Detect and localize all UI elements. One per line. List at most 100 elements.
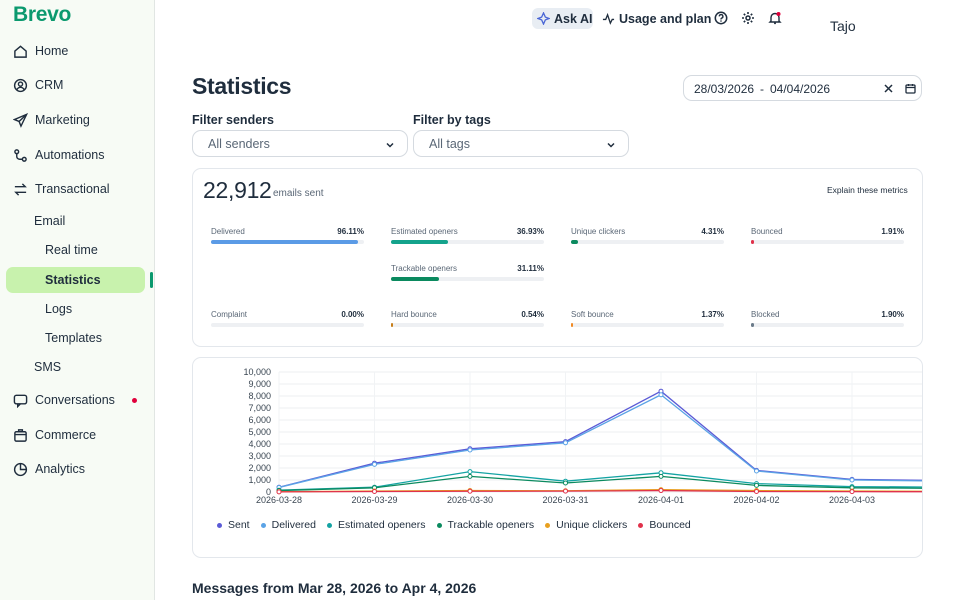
legend-label: Delivered — [271, 519, 316, 531]
metric-label: Unique clickers — [571, 227, 626, 236]
metric-label: Complaint — [211, 310, 248, 319]
metric-fill — [211, 240, 359, 244]
metric-complaint: Complaint 0.00% — [211, 310, 364, 332]
sidebar-item-real-time[interactable]: Real time — [45, 243, 98, 257]
metric-track — [571, 240, 724, 244]
chart-card — [192, 357, 923, 558]
date-to[interactable]: 04/04/2026 — [770, 82, 831, 96]
series-line-trackable-openers — [278, 475, 922, 492]
sidebar-item-crm[interactable]: CRM — [12, 72, 63, 98]
metric-label: Delivered — [211, 227, 245, 236]
activity-icon — [602, 12, 615, 25]
x-tick-label: 2026-03-29 — [351, 495, 397, 505]
filter-tags-label: Filter by tags — [413, 113, 491, 127]
user-name[interactable]: Tajo — [830, 18, 856, 34]
sidebar-item-analytics[interactable]: Analytics — [12, 456, 85, 482]
metric-track — [391, 323, 544, 327]
sender-select-value: All senders — [208, 137, 270, 151]
chart-legend: Sent Delivered Estimated openers Trackable … — [217, 519, 702, 531]
metric-value: 0.54% — [521, 310, 544, 319]
legend-item[interactable]: Bounced — [638, 519, 691, 531]
sidebar-item-transactional[interactable]: Transactional — [12, 176, 110, 202]
metric-label: Blocked — [751, 310, 780, 319]
sidebar-item-email[interactable]: Email — [34, 214, 66, 228]
metric-label: Hard bounce — [391, 310, 437, 319]
y-tick-label: 9,000 — [248, 379, 271, 389]
metric-value: 96.11% — [337, 227, 364, 236]
metric-fill — [571, 240, 578, 244]
emails-sent-count: 22,912 — [203, 177, 272, 203]
sidebar-item-marketing[interactable]: Marketing — [12, 107, 90, 133]
legend-item[interactable]: Delivered — [260, 519, 316, 531]
sidebar-item-sms[interactable]: SMS — [34, 360, 62, 374]
data-point — [754, 468, 759, 474]
help-icon[interactable] — [714, 11, 728, 25]
metric-value: 4.31% — [701, 227, 724, 236]
legend-dot — [260, 522, 266, 528]
bell-icon[interactable] — [768, 11, 782, 25]
y-tick-label: 7,000 — [248, 403, 271, 413]
sidebar-item-label: Conversations — [35, 393, 115, 407]
sidebar-item-label: Marketing — [35, 113, 90, 127]
metric-fill — [391, 240, 448, 244]
legend-item[interactable]: Trackable openers — [436, 519, 534, 531]
data-point — [563, 488, 568, 494]
metric-hard-bounce: Hard bounce 0.54% — [391, 310, 544, 332]
metric-fill — [391, 277, 439, 281]
automation-icon — [12, 147, 28, 163]
metric-track — [751, 323, 904, 327]
date-from[interactable]: 28/03/2026 — [694, 82, 755, 96]
data-point — [849, 489, 855, 495]
legend-item[interactable]: Estimated openers — [326, 519, 426, 531]
legend-label: Estimated openers — [337, 519, 426, 531]
date-range-picker[interactable]: 28/03/2026 - 04/04/2026 — [683, 75, 922, 101]
send-icon — [12, 112, 28, 128]
metric-delivered: Delivered 96.11% — [211, 227, 364, 249]
line-chart: 0 1,000 2,000 3,000 4,000 5,000 6,000 7,000 8,00… — [243, 367, 922, 505]
series-line-delivered — [278, 394, 922, 489]
explain-metrics-link[interactable]: Explain these metrics — [827, 185, 908, 195]
metric-unique-clickers: Unique clickers 4.31% — [571, 227, 724, 249]
sender-select[interactable]: All senders — [192, 130, 408, 157]
metric-soft-bounce: Soft bounce 1.37% — [571, 310, 724, 332]
emails-sent-label: emails sent — [273, 188, 324, 199]
sidebar-item-conversations[interactable]: Conversations — [12, 387, 115, 413]
data-point — [467, 488, 473, 494]
metric-track — [571, 323, 724, 327]
sidebar-item-label: Analytics — [35, 462, 86, 476]
sidebar-item-home[interactable]: Home — [12, 38, 68, 64]
y-tick-label: 3,000 — [248, 451, 271, 461]
data-point — [563, 440, 568, 446]
transactional-icon — [12, 181, 28, 197]
legend-item[interactable]: Unique clickers — [545, 519, 627, 531]
calendar-icon[interactable] — [905, 83, 916, 94]
sidebar-item-label: Automations — [35, 148, 105, 162]
tags-select-value: All tags — [429, 137, 470, 151]
usage-plan-button[interactable]: Usage and plan — [602, 8, 711, 29]
sidebar-item-templates[interactable]: Templates — [45, 331, 102, 345]
data-point — [563, 480, 568, 486]
data-point — [276, 489, 282, 495]
home-icon — [12, 43, 28, 59]
sidebar: Brevo Home CRM Marketing Automations Tra… — [0, 0, 155, 600]
metric-estimated-openers: Estimated openers 36.93% — [391, 227, 544, 249]
legend-item[interactable]: Sent — [217, 519, 250, 531]
sidebar-item-statistics[interactable]: Statistics — [45, 273, 101, 287]
sidebar-item-label: Transactional — [35, 182, 110, 196]
legend-label: Bounced — [649, 519, 691, 531]
metric-value: 36.93% — [516, 227, 544, 236]
sidebar-item-commerce[interactable]: Commerce — [12, 422, 96, 448]
gear-icon[interactable] — [741, 11, 755, 25]
close-icon[interactable] — [883, 83, 894, 94]
series-line-sent — [278, 390, 922, 488]
sidebar-item-automations[interactable]: Automations — [12, 142, 104, 168]
tags-select[interactable]: All tags — [413, 130, 629, 157]
brevo-logo[interactable]: Brevo — [13, 3, 72, 26]
metric-track — [751, 240, 904, 244]
sidebar-item-logs[interactable]: Logs — [45, 302, 73, 316]
metric-track — [211, 323, 364, 327]
legend-dot — [326, 522, 332, 528]
metric-track — [391, 277, 544, 281]
metric-value: 1.91% — [881, 227, 904, 236]
ask-ai-button[interactable]: Ask AI — [532, 8, 593, 29]
